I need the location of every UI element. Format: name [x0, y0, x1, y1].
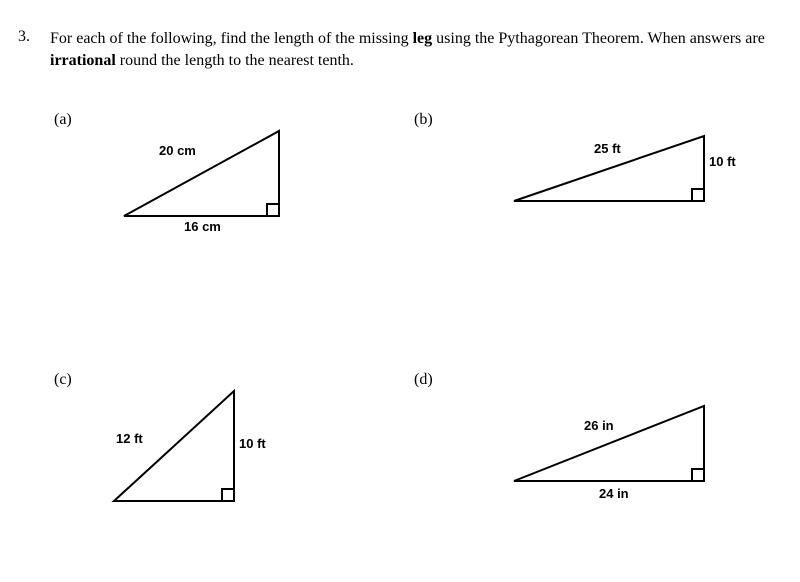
part-b-label: (b) — [414, 111, 433, 129]
part-c: (c) 12 ft 10 ft — [54, 371, 72, 389]
triangle-b-hypotenuse-label: 25 ft — [594, 141, 621, 156]
triangle-b-svg — [504, 126, 724, 216]
triangle-b-wrap: 25 ft 10 ft — [504, 126, 724, 216]
triangle-c-wrap: 12 ft 10 ft — [104, 381, 264, 511]
triangle-a-base-label: 16 cm — [184, 219, 221, 234]
question-text: For each of the following, find the leng… — [50, 28, 790, 71]
triangle-b-right-leg-label: 10 ft — [709, 154, 736, 169]
question-text-bold-leg: leg — [413, 30, 433, 47]
part-b: (b) 25 ft 10 ft — [414, 111, 433, 129]
triangle-a-wrap: 20 cm 16 cm — [114, 121, 294, 231]
triangle-d-svg — [504, 396, 724, 496]
question-text-post: round the length to the nearest tenth. — [116, 52, 354, 69]
question-text-mid: using the Pythagorean Theorem. When answ… — [432, 30, 765, 47]
triangle-c-right-leg-label: 10 ft — [239, 436, 266, 451]
right-angle-a — [267, 204, 279, 216]
triangle-a-svg — [114, 121, 294, 231]
right-angle-b — [692, 189, 704, 201]
question-row: 3. For each of the following, find the l… — [18, 28, 790, 71]
right-angle-c — [222, 489, 234, 501]
triangle-d-base-label: 24 in — [599, 486, 629, 501]
question-text-pre: For each of the following, find the leng… — [50, 30, 413, 47]
part-d: (d) 26 in 24 in — [414, 371, 433, 389]
part-d-label: (d) — [414, 371, 433, 389]
triangle-d-hypotenuse-label: 26 in — [584, 418, 614, 433]
triangle-c-hypotenuse-label: 12 ft — [116, 431, 143, 446]
triangle-a-shape — [124, 131, 279, 216]
triangle-d-wrap: 26 in 24 in — [504, 396, 724, 496]
part-c-label: (c) — [54, 371, 72, 389]
part-a: (a) 20 cm 16 cm — [54, 111, 72, 129]
question-number: 3. — [18, 28, 36, 71]
part-a-label: (a) — [54, 111, 72, 129]
question-text-bold-irrational: irrational — [50, 52, 116, 69]
triangle-a-hypotenuse-label: 20 cm — [159, 143, 196, 158]
right-angle-d — [692, 469, 704, 481]
triangle-c-shape — [114, 391, 234, 501]
